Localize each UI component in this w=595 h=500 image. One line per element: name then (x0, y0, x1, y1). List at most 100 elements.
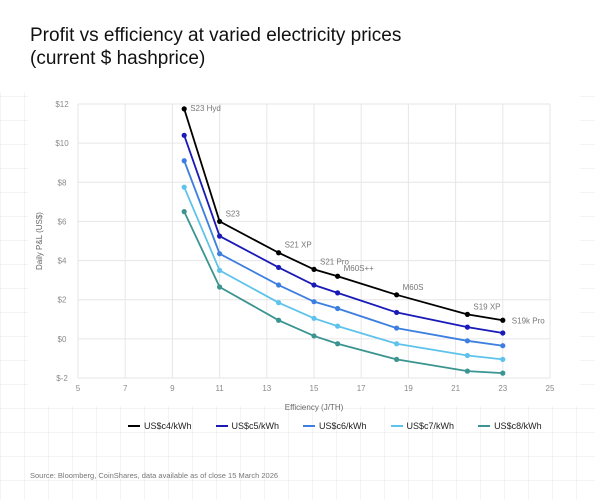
source-note: Source: Bloomberg, CoinShares, data avai… (30, 471, 279, 480)
axis-layer: $12 $10 $8 $6 $4 $2 $0 $-2 5 7 9 11 13 15 17 19 21 23 25 Ef… (35, 100, 555, 412)
chart-title: Profit vs efficiency at varied electrici… (30, 24, 570, 70)
data-point (276, 317, 282, 323)
data-point (500, 343, 506, 349)
data-point (335, 341, 341, 347)
data-point (394, 341, 400, 347)
data-point (464, 368, 470, 374)
legend-swatch (478, 425, 491, 427)
point-label: S23 (226, 209, 241, 218)
series-line (183, 211, 503, 375)
legend-label: US$c7/kWh (406, 421, 455, 431)
data-point (311, 266, 317, 272)
title-line-1: Profit vs efficiency at varied electrici… (30, 25, 402, 46)
y-tick-label: $2 (58, 296, 67, 305)
data-point (181, 132, 187, 138)
x-tick-label: 19 (404, 384, 413, 393)
grid-layer (28, 92, 580, 406)
legend-swatch (128, 425, 140, 427)
legend-swatch (215, 425, 228, 427)
legend-label: US$c5/kWh (231, 421, 280, 431)
series-line (183, 108, 503, 322)
y-tick-label: $6 (58, 217, 67, 226)
legend-swatch (303, 425, 316, 427)
y-axis-title: Daily P&L (US$) (35, 212, 44, 270)
x-tick-label: 7 (123, 384, 128, 393)
y-tick-label: $12 (55, 100, 69, 109)
data-point (276, 264, 282, 271)
point-label: S21 Pro (320, 257, 349, 266)
data-point (335, 305, 341, 312)
data-point (311, 333, 317, 339)
data-point (217, 218, 223, 225)
point-label: S23 Hyd (190, 104, 221, 113)
y-tick-label: $10 (55, 139, 69, 148)
data-point (217, 251, 223, 257)
data-point (464, 311, 470, 317)
x-tick-label: 11 (215, 384, 224, 393)
legend-item: US$c5/kWh (215, 421, 280, 431)
legend-item: US$c8/kWh (478, 421, 542, 431)
legend-swatch (390, 425, 403, 427)
series-line (183, 186, 503, 361)
plot-background (28, 92, 580, 406)
data-point (394, 309, 400, 316)
x-tick-label: 15 (310, 384, 319, 393)
data-point (217, 233, 223, 239)
series-layer (181, 106, 506, 376)
data-point (276, 250, 282, 256)
data-point (276, 300, 282, 306)
y-tick-label: $8 (58, 178, 67, 187)
data-point (394, 292, 400, 298)
y-tick-label: $4 (58, 257, 67, 266)
x-tick-label: 13 (262, 384, 271, 393)
data-point (311, 299, 317, 305)
data-point (311, 282, 317, 288)
data-point (181, 158, 187, 164)
data-point (335, 273, 341, 279)
data-point (464, 338, 470, 344)
x-tick-label: 25 (546, 384, 555, 393)
point-label: S19 XP (473, 302, 500, 311)
legend-item: US$c4/kWh (128, 421, 192, 431)
x-tick-label: 17 (357, 384, 366, 393)
data-point (394, 325, 400, 331)
legend-item: US$c7/kWh (390, 421, 455, 431)
data-point (500, 317, 506, 323)
y-tick-label: $0 (58, 335, 67, 344)
x-tick-label: 21 (451, 384, 460, 393)
point-label: M60S++ (344, 264, 375, 273)
legend-label: US$c4/kWh (144, 421, 192, 431)
y-tick-label: $-2 (56, 374, 68, 383)
legend-item: US$c6/kWh (303, 421, 367, 431)
data-point (181, 106, 187, 112)
legend-label: US$c6/kWh (319, 421, 367, 431)
series-line (183, 160, 503, 347)
data-point (217, 284, 223, 290)
x-tick-label: 5 (76, 384, 81, 393)
data-point (181, 209, 187, 215)
point-label: S21 XP (285, 241, 312, 250)
data-point (335, 323, 341, 329)
data-point (500, 356, 506, 363)
x-axis-title: Efficiency (J/TH) (285, 403, 344, 412)
chart-legend: US$c4/kWh US$c5/kWh US$c6/kWh US$c7/kWh US$c… (128, 421, 566, 431)
point-label: M60S (403, 283, 424, 292)
data-point (181, 184, 187, 190)
data-point (311, 315, 317, 321)
header-band (0, 0, 595, 92)
data-point (394, 356, 400, 363)
data-point (464, 324, 470, 330)
line-chart: $12 $10 $8 $6 $4 $2 $0 $-2 5 7 9 11 13 15 17 19 21 23 25 Ef… (28, 92, 580, 412)
x-tick-label: 9 (170, 384, 175, 393)
data-point (500, 370, 506, 376)
data-point (217, 267, 223, 273)
point-label: S19k Pro (512, 316, 545, 325)
title-line-2: (current $ hashprice) (30, 48, 206, 69)
series-line (183, 135, 503, 334)
data-point (464, 352, 470, 359)
legend-label: US$c8/kWh (494, 421, 542, 431)
data-point (276, 282, 282, 288)
x-tick-label: 23 (498, 384, 507, 393)
data-point (500, 330, 506, 336)
